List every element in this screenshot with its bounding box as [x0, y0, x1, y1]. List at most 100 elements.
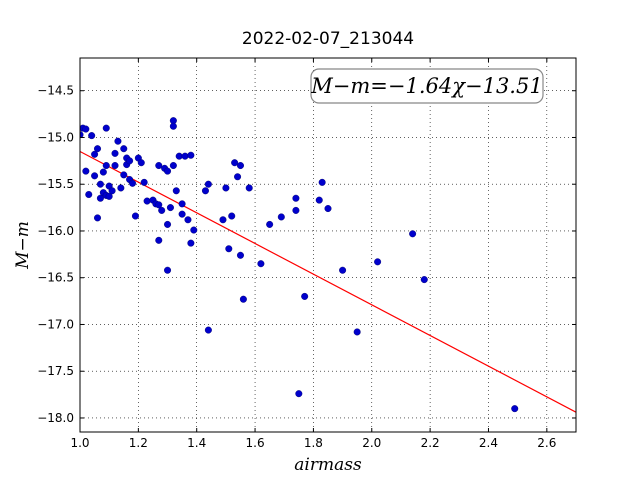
data-point — [169, 162, 177, 170]
plot-content — [80, 117, 576, 413]
data-point — [129, 179, 137, 187]
chart-title: 2022-02-07_213044 — [242, 29, 414, 49]
data-point — [94, 145, 102, 153]
x-tick-label: 2.0 — [362, 436, 381, 450]
x-tick-label: 1.4 — [187, 436, 206, 450]
data-point — [164, 266, 172, 274]
data-point — [225, 245, 233, 253]
data-point — [339, 266, 347, 274]
data-point — [82, 125, 90, 133]
x-tick-label: 1.6 — [246, 436, 265, 450]
data-point — [301, 292, 309, 300]
data-point — [257, 260, 265, 268]
data-point — [172, 187, 180, 195]
data-point — [292, 194, 300, 202]
y-tick-label: −15.5 — [37, 177, 74, 191]
x-axis-label: airmass — [294, 455, 362, 475]
data-point — [178, 210, 186, 218]
data-point — [105, 192, 113, 200]
data-point — [318, 178, 326, 186]
annotation-text: M−m=−1.64χ−13.51 — [310, 74, 542, 98]
data-point — [292, 206, 300, 214]
data-point — [187, 239, 195, 247]
data-point — [236, 162, 244, 170]
data-points — [80, 117, 519, 413]
data-point — [143, 197, 151, 205]
data-point — [111, 149, 119, 157]
data-point — [231, 159, 239, 167]
data-point — [137, 159, 145, 167]
data-point — [99, 168, 107, 176]
data-point — [187, 151, 195, 159]
x-tick-label: 1.2 — [129, 436, 148, 450]
plot-frame — [79, 57, 577, 433]
data-point — [85, 191, 93, 199]
data-point — [88, 132, 96, 140]
data-point — [120, 171, 128, 179]
data-point — [131, 212, 139, 220]
data-point — [222, 184, 230, 192]
data-point — [409, 230, 417, 238]
data-point — [166, 204, 174, 212]
y-tick-label: −15.0 — [37, 130, 74, 144]
data-point — [245, 184, 253, 192]
data-point — [82, 167, 90, 175]
data-point — [420, 276, 428, 284]
data-point — [236, 251, 244, 259]
y-tick-label: −16.0 — [37, 224, 74, 238]
y-tick-label: −16.5 — [37, 271, 74, 285]
data-point — [190, 226, 198, 234]
y-tick-label: −14.5 — [37, 84, 74, 98]
data-point — [219, 216, 227, 224]
data-point — [96, 180, 104, 188]
data-point — [96, 194, 104, 202]
data-point — [114, 137, 122, 145]
data-point — [239, 295, 247, 303]
data-point — [120, 145, 128, 153]
data-point — [164, 167, 172, 175]
fit-line-group — [80, 150, 576, 413]
data-point — [91, 150, 99, 158]
data-point — [80, 131, 84, 139]
data-point — [266, 220, 274, 228]
data-point — [155, 162, 163, 170]
x-tick-label: 1.8 — [304, 436, 323, 450]
data-point — [126, 157, 134, 165]
data-point — [315, 196, 323, 204]
data-point — [374, 258, 382, 266]
data-point — [511, 405, 519, 413]
data-point — [155, 201, 163, 209]
data-point — [94, 214, 102, 222]
fit-line — [80, 150, 576, 413]
data-point — [140, 178, 148, 186]
data-point — [204, 180, 212, 188]
data-point — [324, 205, 332, 213]
x-tick-label: 2.2 — [421, 436, 440, 450]
data-point — [111, 162, 119, 170]
x-tick-label: 2.4 — [479, 436, 498, 450]
data-point — [175, 152, 183, 160]
data-point — [91, 172, 99, 180]
data-point — [108, 187, 116, 195]
data-point — [184, 216, 192, 224]
y-tick-label: −17.5 — [37, 364, 74, 378]
data-point — [102, 162, 110, 170]
data-point — [295, 390, 303, 398]
data-point — [228, 212, 236, 220]
data-point — [169, 122, 177, 130]
data-point — [155, 236, 163, 244]
data-point — [117, 184, 125, 192]
data-point — [353, 328, 361, 336]
data-point — [178, 200, 186, 208]
data-point — [204, 326, 212, 334]
x-tick-label: 2.6 — [537, 436, 556, 450]
data-point — [158, 206, 166, 214]
y-axis-label: M−m — [13, 221, 33, 270]
y-tick-label: −18.0 — [37, 411, 74, 425]
annotation-box — [310, 68, 544, 104]
axis-ticks: 1.0 1.2 1.4 1.6 1.8 2.0 2.2 2.4 2.6 −14.5 −15.0 −15… — [37, 58, 576, 450]
equation-annotation: M−m=−1.64χ−13.51 — [310, 68, 544, 104]
x-tick-label: 1.0 — [70, 436, 89, 450]
data-point — [277, 213, 285, 221]
